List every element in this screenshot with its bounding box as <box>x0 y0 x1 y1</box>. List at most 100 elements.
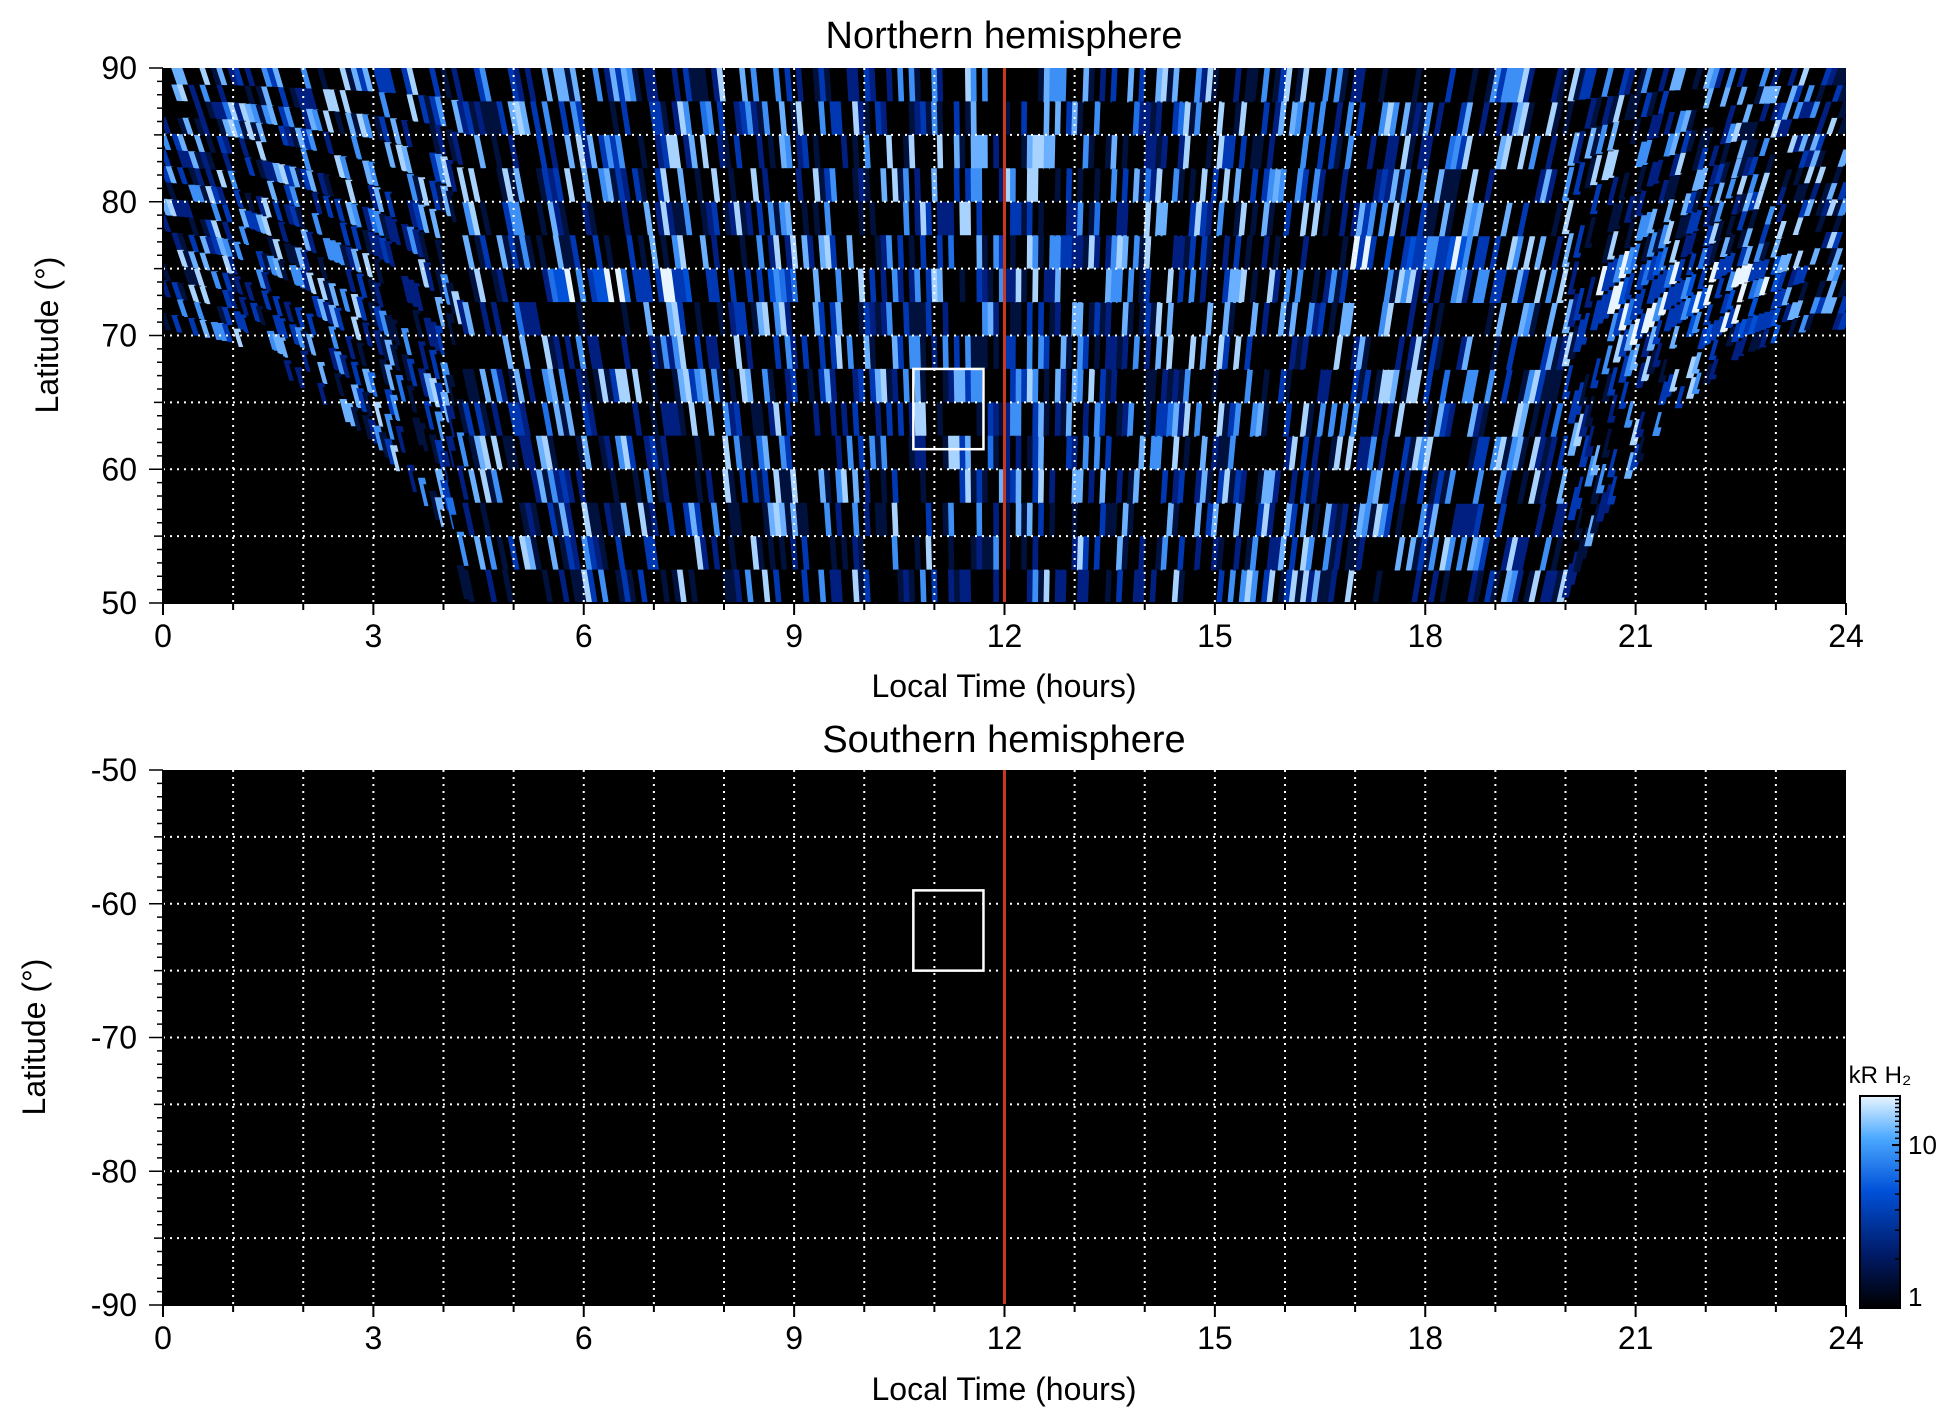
coverage-cell <box>682 268 694 304</box>
coverage-cell <box>575 569 589 603</box>
coverage-cell <box>620 536 633 571</box>
coverage-cell <box>535 402 550 437</box>
coverage-cell <box>981 68 990 103</box>
coverage-cell <box>993 68 1001 103</box>
coverage-cell <box>311 88 325 111</box>
coverage-cell <box>467 268 483 304</box>
coverage-cell <box>671 235 683 270</box>
coverage-cell <box>558 469 572 504</box>
coverage-cell <box>1021 569 1029 603</box>
coverage-cell <box>603 469 617 504</box>
coverage-cell <box>738 536 750 571</box>
coverage-cell <box>305 68 320 90</box>
coverage-cell <box>1021 368 1029 404</box>
coverage-cell <box>484 134 500 170</box>
coverage-cell <box>1010 68 1018 103</box>
coverage-cell <box>199 118 213 137</box>
coverage-cell <box>428 124 443 154</box>
coverage-cell <box>199 252 213 271</box>
coverage-cell <box>614 469 628 504</box>
coverage-cell <box>987 536 995 571</box>
coverage-cell <box>631 469 644 504</box>
coverage-cell <box>705 302 717 337</box>
coverage-cell <box>987 168 995 203</box>
coverage-cell <box>1004 235 1012 270</box>
coverage-cell <box>1010 302 1018 337</box>
coverage-cell <box>558 302 572 337</box>
coverage-cell <box>643 536 656 571</box>
coverage-cell <box>659 335 672 370</box>
coverage-cell <box>699 168 711 203</box>
coverage-cell <box>328 68 342 91</box>
coverage-cell <box>484 469 500 504</box>
coverage-cell <box>266 86 280 107</box>
coverage-cell <box>1037 402 1046 437</box>
coverage-cell <box>305 88 320 110</box>
coverage-cell <box>710 569 722 603</box>
coverage-cell <box>467 302 483 337</box>
coverage-cell <box>1015 168 1023 203</box>
coverage-cell <box>1037 201 1046 237</box>
coverage-cell <box>654 268 667 304</box>
coverage-cell <box>580 335 594 370</box>
x-tick-label: 3 <box>364 1320 382 1356</box>
coverage-cell <box>558 168 572 203</box>
coverage-cell <box>204 236 218 255</box>
coverage-cell <box>513 335 527 370</box>
coverage-cell <box>738 101 750 136</box>
coverage-cell <box>1037 101 1046 136</box>
coverage-cell <box>563 201 578 237</box>
coverage-cell <box>378 92 393 118</box>
x-tick-label: 15 <box>1197 618 1233 654</box>
coverage-cell <box>484 268 500 304</box>
coverage-cell <box>535 68 550 103</box>
coverage-cell <box>964 435 973 471</box>
coverage-cell <box>659 201 672 237</box>
coverage-cell <box>626 536 639 571</box>
coverage-cell <box>1015 68 1023 103</box>
coverage-cell <box>317 68 331 90</box>
coverage-cell <box>665 536 678 571</box>
coverage-cell <box>959 68 968 103</box>
coverage-cell <box>592 268 605 304</box>
coverage-cell <box>552 68 566 103</box>
coverage-cell <box>188 218 202 236</box>
coverage-cell <box>193 84 207 103</box>
coverage-cell <box>490 435 505 471</box>
coverage-cell <box>473 536 488 571</box>
coverage-cell <box>462 435 477 471</box>
panel-south: Southern hemisphere 0 3 6 9 12 15 18 21 24-50-60… <box>16 719 1864 1407</box>
coverage-cell <box>1021 335 1029 370</box>
coverage-cell <box>710 235 722 270</box>
coverage-cell <box>227 68 241 87</box>
coverage-cell <box>586 201 600 237</box>
coverage-cell <box>558 502 572 538</box>
coverage-cell <box>518 68 533 103</box>
coverage-cell <box>705 368 717 404</box>
coverage-cell <box>575 168 589 203</box>
coverage-cell <box>580 302 594 337</box>
coverage-cell <box>507 235 522 270</box>
coverage-cell <box>546 402 561 437</box>
coverage-cell <box>575 268 589 304</box>
coverage-cell <box>976 268 984 304</box>
coverage-cell <box>688 435 700 471</box>
coverage-cell <box>361 137 376 162</box>
coverage-cell <box>199 135 213 153</box>
coverage-cell <box>541 302 555 337</box>
coverage-cell <box>530 502 544 538</box>
coverage-cell <box>484 302 500 337</box>
coverage-cell <box>507 536 522 571</box>
coverage-cell <box>710 268 722 304</box>
x-tick-label: 21 <box>1618 1320 1654 1356</box>
coverage-cell <box>501 368 516 404</box>
coverage-cell <box>716 101 728 136</box>
coverage-cell <box>221 102 235 121</box>
coverage-cell <box>546 469 561 504</box>
coverage-cell <box>580 502 594 538</box>
coverage-cell <box>518 569 533 603</box>
coverage-cell <box>507 168 522 203</box>
coverage-cell <box>609 569 622 603</box>
coverage-cell <box>987 569 995 603</box>
coverage-cell <box>959 536 968 571</box>
